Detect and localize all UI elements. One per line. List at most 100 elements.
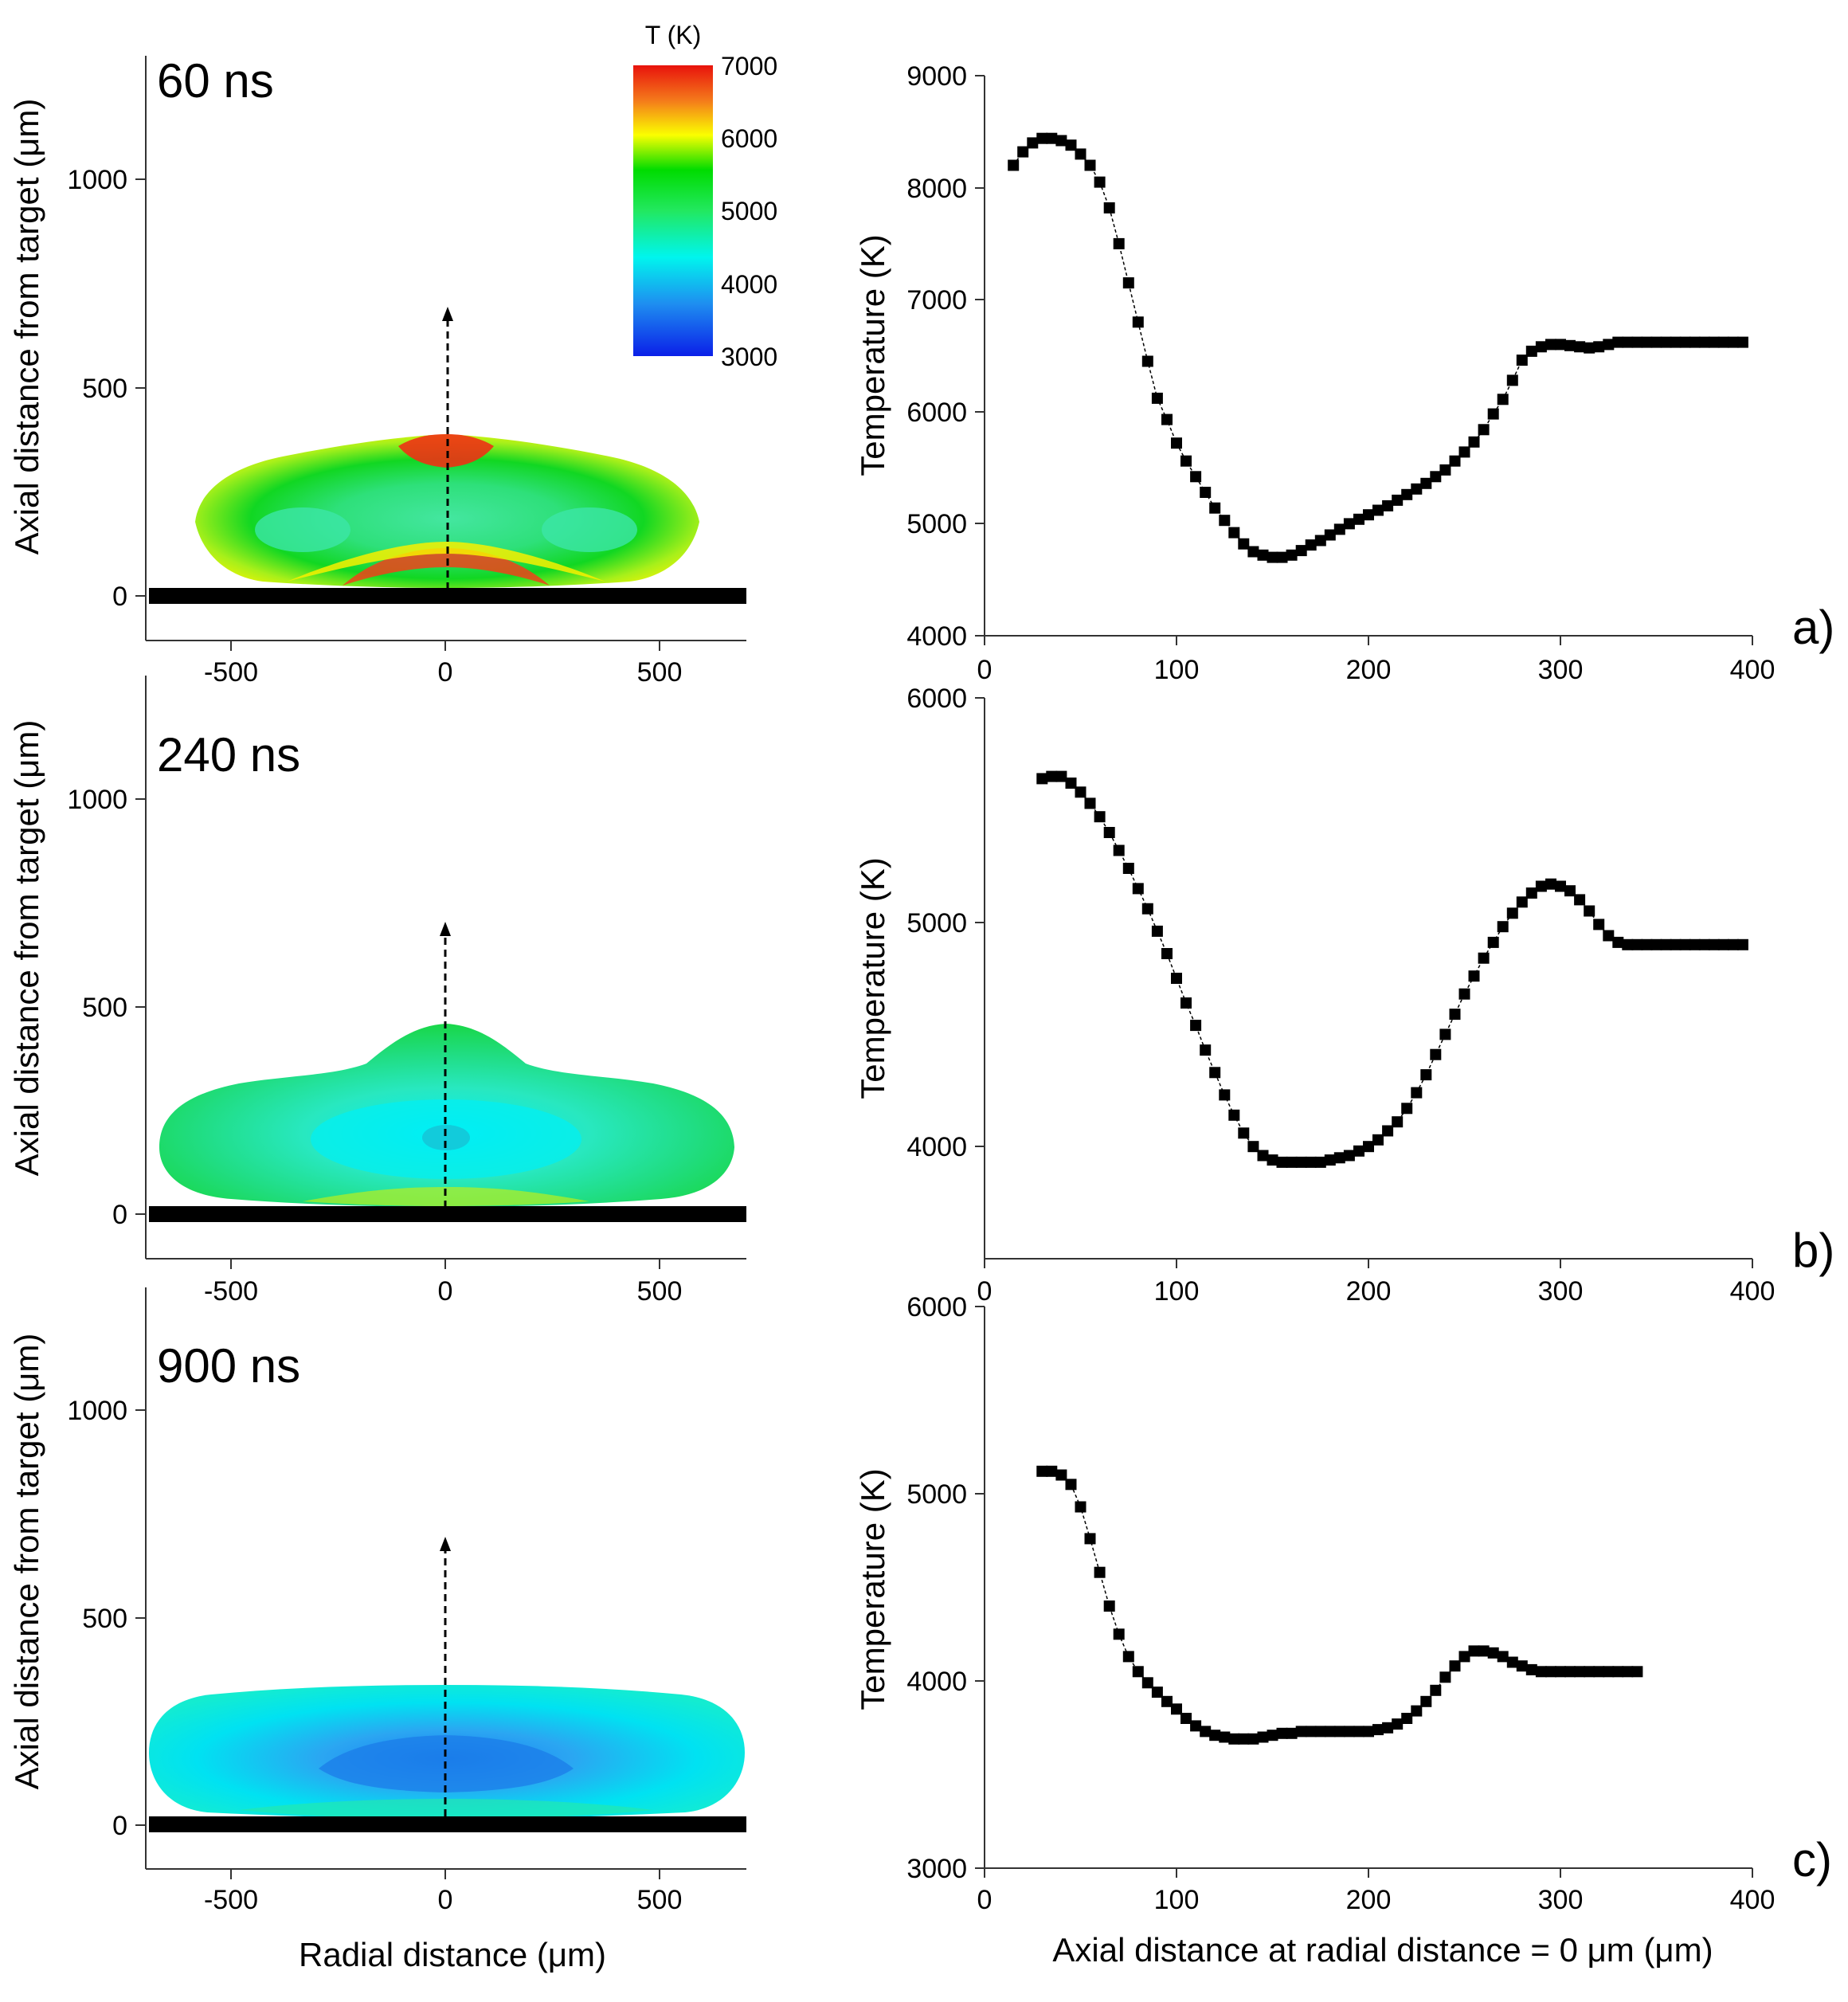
data-point xyxy=(1478,424,1490,436)
data-point xyxy=(1103,202,1115,214)
data-point xyxy=(1113,844,1125,856)
data-point xyxy=(1008,159,1020,171)
data-point xyxy=(1305,1726,1317,1738)
y-tick-label: 6000 xyxy=(906,684,967,714)
time-label: 240 ns xyxy=(157,728,300,782)
data-point xyxy=(1343,1150,1355,1162)
data-point xyxy=(1555,880,1566,892)
plume-cool-right xyxy=(542,507,637,552)
data-point xyxy=(1622,1666,1634,1678)
data-point xyxy=(1545,1666,1556,1678)
data-point xyxy=(1276,551,1288,563)
data-point xyxy=(1314,535,1326,547)
data-point xyxy=(1209,1067,1221,1079)
data-point xyxy=(1535,1666,1547,1678)
data-point xyxy=(1516,896,1528,908)
y-axis-label: Axial distance from target (μm) xyxy=(8,1334,45,1790)
data-point xyxy=(1372,1134,1384,1146)
y-tick-label: 500 xyxy=(82,1604,127,1634)
data-point xyxy=(1574,894,1586,906)
target-surface xyxy=(149,1206,746,1222)
y-tick-label: 6000 xyxy=(906,1292,967,1322)
x-axis-label: Axial distance at radial distance = 0 μm… xyxy=(1052,1931,1713,1969)
x-tick-label: 0 xyxy=(438,657,453,688)
y-tick-label: 5000 xyxy=(906,908,967,938)
data-point xyxy=(1046,1465,1058,1477)
y-tick-label: 7000 xyxy=(906,285,967,315)
data-point xyxy=(1219,1089,1231,1101)
x-tick-label: 400 xyxy=(1730,655,1776,685)
data-point xyxy=(1487,408,1499,420)
data-point xyxy=(1353,513,1364,525)
x-tick-label: -500 xyxy=(204,1276,258,1307)
data-point xyxy=(1190,1720,1202,1732)
data-point xyxy=(1458,1651,1470,1663)
data-point xyxy=(1468,970,1480,982)
data-point xyxy=(1593,1666,1605,1678)
data-point xyxy=(1247,1141,1259,1153)
x-tick-marks xyxy=(984,1259,1753,1268)
data-point xyxy=(1295,1726,1307,1738)
data-point xyxy=(1650,336,1662,348)
x-tick-label: 300 xyxy=(1538,1276,1584,1307)
data-point xyxy=(1401,1103,1413,1115)
data-point xyxy=(1468,1645,1480,1657)
data-point xyxy=(1343,518,1355,530)
colorbar-tick-label: 5000 xyxy=(721,197,777,225)
data-point xyxy=(1055,135,1067,147)
x-axis-label: Radial distance (μm) xyxy=(299,1936,606,1973)
data-point xyxy=(1420,477,1432,489)
data-point xyxy=(1333,523,1345,535)
y-axis-label: Axial distance from target (μm) xyxy=(8,720,45,1177)
data-point xyxy=(1506,907,1518,919)
data-point xyxy=(1497,1651,1509,1663)
x-tick-label: 100 xyxy=(1154,1885,1200,1915)
data-point xyxy=(1603,339,1615,351)
data-point xyxy=(1603,930,1615,942)
data-point xyxy=(1171,973,1182,984)
series-points xyxy=(1036,770,1748,1168)
data-point xyxy=(1113,237,1125,249)
scatter-panel-a: 9000 8000 7000 6000 5000 4000 0 100 200 … xyxy=(854,61,1834,685)
series-line xyxy=(1012,137,1743,558)
data-point xyxy=(1584,1666,1595,1678)
series-points xyxy=(1036,1465,1643,1745)
data-point xyxy=(1631,938,1643,950)
plume-center xyxy=(422,1125,470,1150)
data-point xyxy=(1228,1109,1240,1121)
y-tick-label: 5000 xyxy=(906,509,967,539)
data-point xyxy=(1497,394,1509,405)
data-point xyxy=(1324,1154,1336,1166)
panel-label: c) xyxy=(1792,1833,1832,1886)
x-tick-label: -500 xyxy=(204,657,258,688)
data-point xyxy=(1698,938,1710,950)
colorbar-tick-label: 6000 xyxy=(721,124,777,153)
x-tick-label: 500 xyxy=(637,1885,683,1915)
data-point xyxy=(1036,773,1048,785)
data-point xyxy=(1564,885,1576,897)
colorbar-title: T (K) xyxy=(645,21,702,49)
data-point xyxy=(1622,336,1634,348)
y-axis-label: Temperature (K) xyxy=(854,1468,891,1710)
y-tick-marks xyxy=(975,697,985,1147)
data-point xyxy=(1487,936,1499,948)
data-point xyxy=(1593,919,1605,930)
data-point xyxy=(1324,529,1336,541)
data-point xyxy=(1603,1666,1615,1678)
data-point xyxy=(1660,336,1672,348)
plume-base xyxy=(239,1799,653,1819)
x-tick-label: 0 xyxy=(977,1885,993,1915)
series-line xyxy=(1042,775,1743,1163)
data-point xyxy=(1420,1695,1432,1707)
data-point xyxy=(1430,1048,1442,1060)
arrow-head xyxy=(440,922,451,936)
data-point xyxy=(1180,1713,1192,1724)
data-point xyxy=(1411,1087,1423,1099)
y-tick-label: 3000 xyxy=(906,1854,967,1884)
data-point xyxy=(1411,1705,1423,1717)
data-point xyxy=(1209,1730,1221,1741)
data-point xyxy=(1141,903,1153,915)
y-tick-label: 0 xyxy=(112,582,127,612)
data-point xyxy=(1295,545,1307,557)
colorbar-tick-label: 4000 xyxy=(721,270,777,299)
